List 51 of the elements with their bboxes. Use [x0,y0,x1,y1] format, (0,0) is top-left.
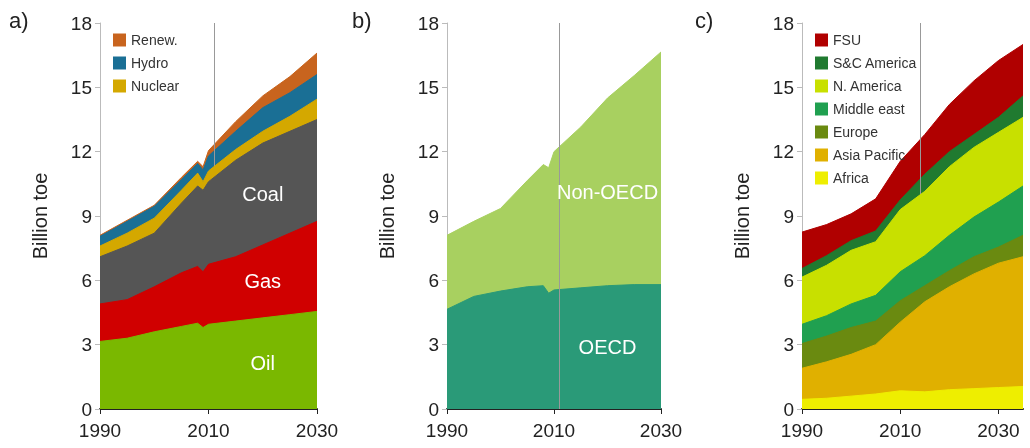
legend-label: Asia Pacific [833,147,906,163]
y-tick-label: 18 [417,12,439,34]
annotation: Oil [250,352,275,375]
y-tick-label: 15 [772,76,794,98]
y-tick-label: 3 [428,334,439,356]
x-tick-label: 1990 [425,420,469,441]
chart-title: c) [695,7,714,33]
y-tick-label: 9 [783,205,794,227]
legend-label: FSU [833,32,861,48]
y-axis-title: Billion toe [376,172,398,260]
x-tick-label: 2010 [187,420,230,441]
annotation: Non-OECD [556,180,659,203]
y-axis-title: Billion toe [29,172,51,260]
x-tick-label: 2030 [977,420,1020,441]
y-tick-label: 15 [70,76,92,98]
x-tick-label: 2010 [879,420,922,441]
y-tick-label: 3 [783,334,794,356]
y-tick-label: 0 [428,398,439,420]
legend-label: Africa [833,170,869,186]
legend-label: N. America [833,78,902,94]
annotation: OECD [578,336,637,359]
y-tick-label: 18 [70,12,92,34]
y-tick-label: 6 [428,269,439,291]
x-tick-label: 2030 [639,420,683,441]
x-tick-label: 1990 [780,420,824,441]
x-tick-label: 2030 [295,420,339,441]
x-tick-label: 2010 [532,420,576,441]
y-tick-label: 0 [81,398,92,420]
annotation: Coal [242,183,284,206]
annotation: Gas [244,270,282,293]
legend-label: Hydro [131,55,169,71]
chart-title: b) [352,7,372,33]
legend-label: Renew. [131,32,178,48]
legend-label: Nuclear [131,78,180,94]
y-tick-label: 9 [428,205,439,227]
y-tick-label: 12 [70,141,92,163]
y-tick-label: 9 [81,205,92,227]
y-tick-label: 6 [783,269,794,291]
y-tick-label: 12 [772,141,794,163]
y-tick-label: 15 [417,76,439,98]
y-tick-label: 3 [81,334,92,356]
y-tick-label: 0 [783,398,794,420]
legend-label: Europe [833,124,879,140]
y-tick-label: 6 [81,269,92,291]
y-tick-label: 18 [772,12,794,34]
legend-label: S&C America [833,55,917,71]
y-tick-label: 12 [417,141,439,163]
x-tick-label: 1990 [78,420,122,441]
y-axis-title: Billion toe [731,172,753,260]
chart-title: a) [9,7,29,33]
legend-label: Middle east [833,101,905,117]
